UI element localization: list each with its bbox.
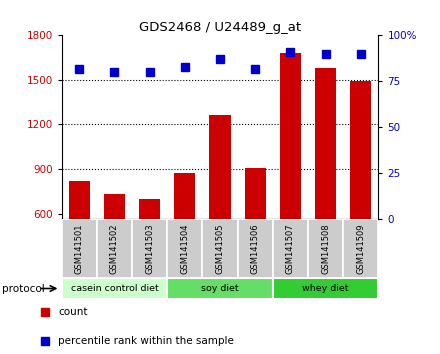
Text: percentile rank within the sample: percentile rank within the sample (59, 336, 235, 346)
Bar (280, 53, 301, 219)
Bar (69, 181, 90, 219)
Text: soy diet: soy diet (201, 284, 239, 293)
Bar (62, 278, 167, 299)
Bar (202, 219, 238, 278)
Bar (104, 194, 125, 219)
Text: GSM141506: GSM141506 (251, 223, 260, 274)
Text: protocol: protocol (2, 284, 45, 294)
Bar (273, 219, 308, 278)
Bar (245, 167, 266, 219)
Bar (238, 219, 273, 278)
Bar (167, 219, 202, 278)
Bar (139, 199, 160, 219)
Text: GSM141503: GSM141503 (145, 223, 154, 274)
Text: GSM141502: GSM141502 (110, 223, 119, 274)
Text: casein control diet: casein control diet (70, 284, 158, 293)
Text: GSM141501: GSM141501 (75, 223, 84, 274)
Bar (97, 219, 132, 278)
Bar (209, 115, 231, 219)
Bar (273, 278, 378, 299)
Text: GSM141509: GSM141509 (356, 223, 365, 274)
Bar (174, 173, 195, 219)
Text: count: count (59, 308, 88, 318)
Bar (350, 81, 371, 219)
Bar (343, 219, 378, 278)
Text: GSM141507: GSM141507 (286, 223, 295, 274)
Text: GSM141508: GSM141508 (321, 223, 330, 274)
Bar (167, 278, 273, 299)
Bar (308, 219, 343, 278)
Bar (62, 219, 97, 278)
Text: GSM141504: GSM141504 (180, 223, 189, 274)
Text: whey diet: whey diet (302, 284, 349, 293)
Text: GSM141505: GSM141505 (216, 223, 224, 274)
Title: GDS2468 / U24489_g_at: GDS2468 / U24489_g_at (139, 21, 301, 34)
Bar (132, 219, 167, 278)
Bar (315, 68, 336, 219)
